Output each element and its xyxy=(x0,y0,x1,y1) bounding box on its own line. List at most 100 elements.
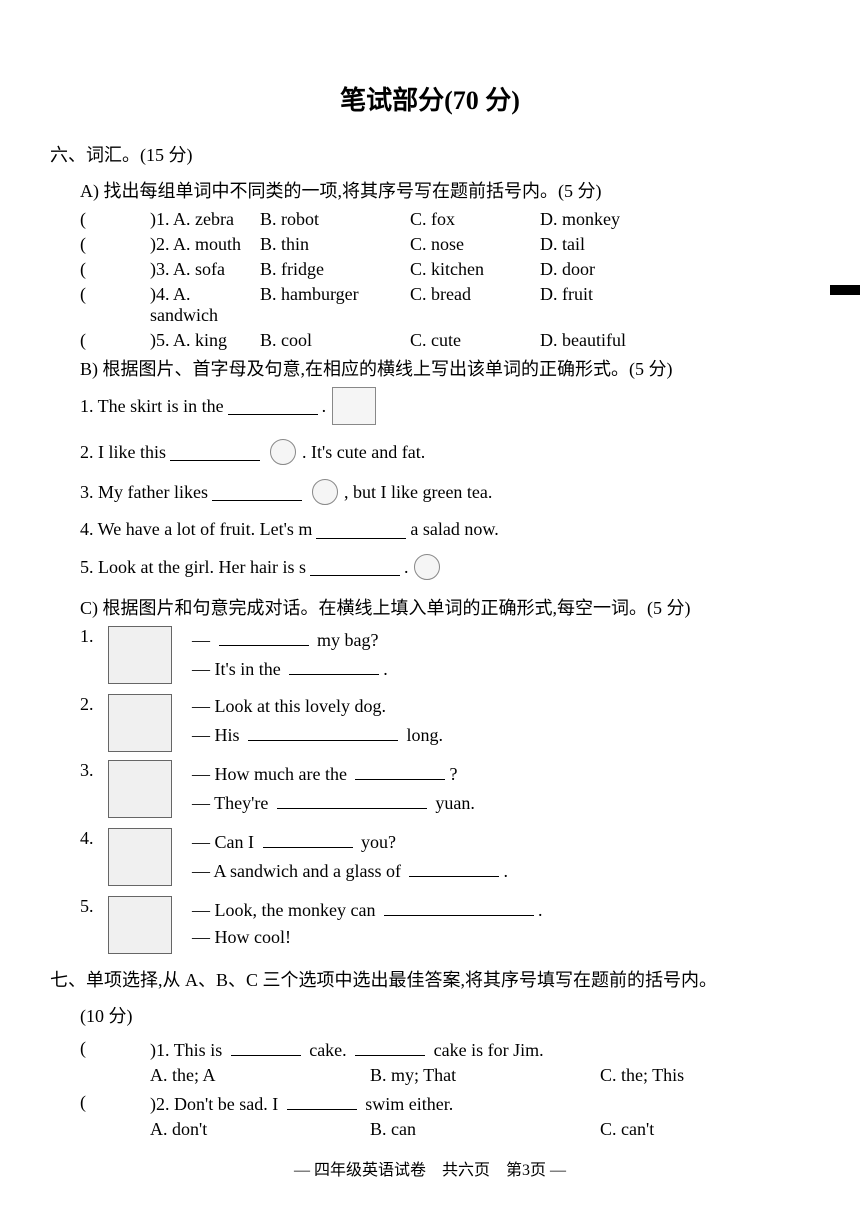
opt-d: D. tail xyxy=(540,234,660,255)
opt-b: B. my; That xyxy=(370,1065,600,1086)
mc-row: ( )3. A. sofa B. fridge C. kitchen D. do… xyxy=(80,259,810,280)
blank[interactable] xyxy=(248,723,398,741)
mc-row: ( )1. A. zebra B. robot C. fox D. monkey xyxy=(80,209,810,230)
opt-a: A. don't xyxy=(150,1119,370,1140)
blank[interactable] xyxy=(316,521,406,539)
partc-num: 2. xyxy=(80,694,108,752)
q5-text-post: . xyxy=(404,557,409,578)
opt-b: B. hamburger xyxy=(260,284,410,305)
partc-item: 2. — Look at this lovely dog. — His long… xyxy=(80,694,810,752)
opt-c: C. kitchen xyxy=(410,259,540,280)
section6-header: 六、词汇。(15 分) xyxy=(50,141,810,167)
partc-num: 1. xyxy=(80,626,108,686)
order-scene-icon xyxy=(108,828,172,886)
partc-item: 1. — my bag? — It's in the . xyxy=(80,626,810,686)
blank[interactable] xyxy=(289,657,379,675)
mc-row: ( )2. A. mouth B. thin C. nose D. tail xyxy=(80,234,810,255)
blank[interactable] xyxy=(170,443,260,461)
q7-opts: A. don't B. can C. can't xyxy=(150,1119,810,1140)
blank[interactable] xyxy=(277,791,427,809)
partb-q4: 4. We have a lot of fruit. Let's m a sal… xyxy=(80,519,810,540)
blank[interactable] xyxy=(231,1038,301,1056)
blank[interactable] xyxy=(355,1038,425,1056)
q7-row: ( )1. This is cake. cake is for Jim. xyxy=(80,1038,810,1061)
partb-q3: 3. My father likes , but I like green te… xyxy=(80,479,810,505)
q3-text-post: , but I like green tea. xyxy=(344,482,492,503)
blank[interactable] xyxy=(212,483,302,501)
qnum: )2. A. mouth xyxy=(150,234,260,255)
opt-b: B. thin xyxy=(260,234,410,255)
print-mark xyxy=(830,285,860,295)
partc-lines: — How much are the ? — They're yuan. xyxy=(192,760,810,820)
q3-text-pre: 3. My father likes xyxy=(80,482,208,503)
monkey-scene-icon xyxy=(108,896,172,954)
blank[interactable] xyxy=(409,859,499,877)
q2-text-post: . It's cute and fat. xyxy=(302,442,425,463)
blank[interactable] xyxy=(355,762,445,780)
partc-item: 4. — Can I you? — A sandwich and a glass… xyxy=(80,828,810,888)
paren[interactable]: ( xyxy=(80,1038,150,1061)
opt-c: C. bread xyxy=(410,284,540,305)
section7-points: (10 分) xyxy=(80,1002,810,1028)
bathroom-icon xyxy=(332,387,376,425)
q5-text-pre: 5. Look at the girl. Her hair is s xyxy=(80,557,306,578)
q4-text-post: a salad now. xyxy=(410,519,498,540)
paren[interactable]: ( xyxy=(80,259,150,280)
page-footer: — 四年级英语试卷 共六页 第3页 — xyxy=(50,1156,810,1180)
paren[interactable]: ( xyxy=(80,209,150,230)
partc-lines: — Can I you? — A sandwich and a glass of… xyxy=(192,828,810,888)
bag-scene-icon xyxy=(108,626,172,684)
blank[interactable] xyxy=(287,1092,357,1110)
q2-text-pre: 2. I like this xyxy=(80,442,166,463)
paren[interactable]: ( xyxy=(80,330,150,351)
opt-d: D. door xyxy=(540,259,660,280)
partc-item: 3. — How much are the ? — They're yuan. xyxy=(80,760,810,820)
opt-d: D. beautiful xyxy=(540,330,660,351)
opt-b: B. fridge xyxy=(260,259,410,280)
partc-lines: — Look, the monkey can . — How cool! xyxy=(192,896,810,954)
q7-row: ( )2. Don't be sad. I swim either. xyxy=(80,1092,810,1115)
blank[interactable] xyxy=(263,830,353,848)
q7-stem: )1. This is cake. cake is for Jim. xyxy=(150,1038,544,1061)
partb-q5: 5. Look at the girl. Her hair is s . xyxy=(80,554,810,580)
girl-icon xyxy=(414,554,440,580)
dog-scene-icon xyxy=(108,694,172,752)
qnum: )5. A. king xyxy=(150,330,260,351)
paren[interactable]: ( xyxy=(80,284,150,305)
part-b-header: B) 根据图片、首字母及句意,在相应的横线上写出该单词的正确形式。(5 分) xyxy=(80,355,810,381)
q1-text-post: . xyxy=(322,396,327,417)
blank[interactable] xyxy=(219,628,309,646)
q7-stem: )2. Don't be sad. I swim either. xyxy=(150,1092,453,1115)
mc-row: ( )5. A. king B. cool C. cute D. beautif… xyxy=(80,330,810,351)
opt-c: C. fox xyxy=(410,209,540,230)
qnum: )1. A. zebra xyxy=(150,209,260,230)
partc-num: 5. xyxy=(80,896,108,954)
opt-b: B. can xyxy=(370,1119,600,1140)
partc-num: 4. xyxy=(80,828,108,888)
qnum: )3. A. sofa xyxy=(150,259,260,280)
q4-text-pre: 4. We have a lot of fruit. Let's m xyxy=(80,519,312,540)
partc-lines: — Look at this lovely dog. — His long. xyxy=(192,694,810,752)
mc-row: ( )4. A. sandwich B. hamburger C. bread … xyxy=(80,284,810,326)
paren[interactable]: ( xyxy=(80,1092,150,1115)
paren[interactable]: ( xyxy=(80,234,150,255)
opt-d: D. fruit xyxy=(540,284,660,305)
shoes-scene-icon xyxy=(108,760,172,818)
cup-icon xyxy=(312,479,338,505)
qnum: )4. A. sandwich xyxy=(150,284,260,326)
panda-icon xyxy=(270,439,296,465)
opt-c: C. can't xyxy=(600,1119,750,1140)
part-a-header: A) 找出每组单词中不同类的一项,将其序号写在题前括号内。(5 分) xyxy=(80,177,810,203)
partc-lines: — my bag? — It's in the . xyxy=(192,626,810,686)
opt-d: D. monkey xyxy=(540,209,660,230)
blank[interactable] xyxy=(228,397,318,415)
q7-opts: A. the; A B. my; That C. the; This xyxy=(150,1065,810,1086)
blank[interactable] xyxy=(310,558,400,576)
opt-c: C. nose xyxy=(410,234,540,255)
main-title: 笔试部分(70 分) xyxy=(50,80,810,117)
opt-b: B. cool xyxy=(260,330,410,351)
section7-header: 七、单项选择,从 A、B、C 三个选项中选出最佳答案,将其序号填写在题前的括号内… xyxy=(50,966,810,992)
blank[interactable] xyxy=(384,898,534,916)
q1-text-pre: 1. The skirt is in the xyxy=(80,396,224,417)
opt-b: B. robot xyxy=(260,209,410,230)
